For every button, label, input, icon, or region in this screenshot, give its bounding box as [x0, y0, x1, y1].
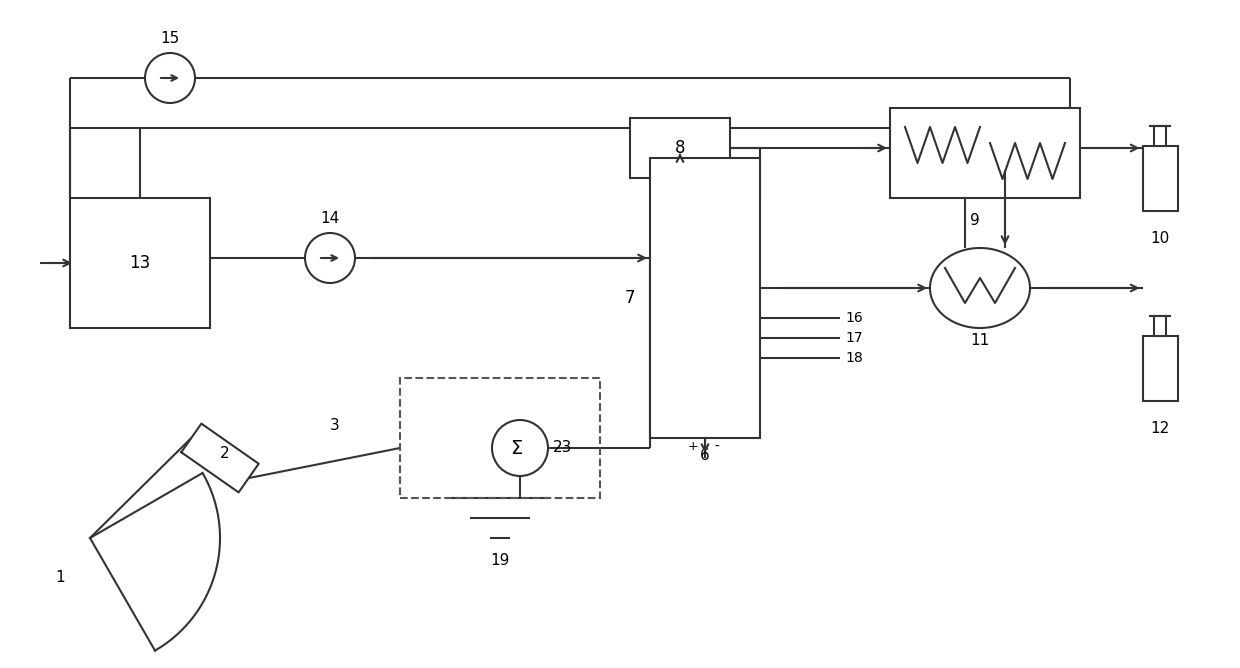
Text: 8: 8 [675, 139, 686, 157]
Text: 6: 6 [701, 448, 709, 463]
Bar [1142, 335, 1178, 401]
Text: 15: 15 [160, 31, 180, 46]
Text: 19: 19 [490, 553, 510, 568]
Text: $\Sigma$: $\Sigma$ [511, 438, 523, 458]
Bar [1154, 315, 1166, 335]
Bar [1154, 126, 1166, 146]
Text: 17: 17 [844, 331, 863, 345]
Circle shape [305, 233, 355, 283]
Text: 14: 14 [320, 211, 340, 226]
Text: -: - [714, 440, 719, 454]
Text: 16: 16 [844, 311, 863, 325]
Bar [890, 108, 1080, 198]
Bar [69, 198, 210, 328]
Text: 18: 18 [844, 351, 863, 365]
Text: 11: 11 [971, 333, 990, 348]
Text: 23: 23 [553, 440, 573, 456]
Text: 2: 2 [221, 446, 229, 460]
Text: 3: 3 [330, 418, 340, 433]
Text: +: + [688, 440, 698, 453]
Text: 7: 7 [625, 289, 635, 307]
Text: 12: 12 [1151, 420, 1169, 436]
Text: 10: 10 [1151, 230, 1169, 246]
Text: 1: 1 [56, 570, 64, 585]
Circle shape [492, 420, 548, 476]
Bar [630, 118, 730, 178]
Text: 13: 13 [129, 254, 150, 272]
Bar [1142, 146, 1178, 210]
Bar [650, 158, 760, 438]
Bar [401, 378, 600, 498]
Circle shape [145, 53, 195, 103]
Text: 9: 9 [970, 213, 980, 228]
Ellipse shape [930, 248, 1030, 328]
